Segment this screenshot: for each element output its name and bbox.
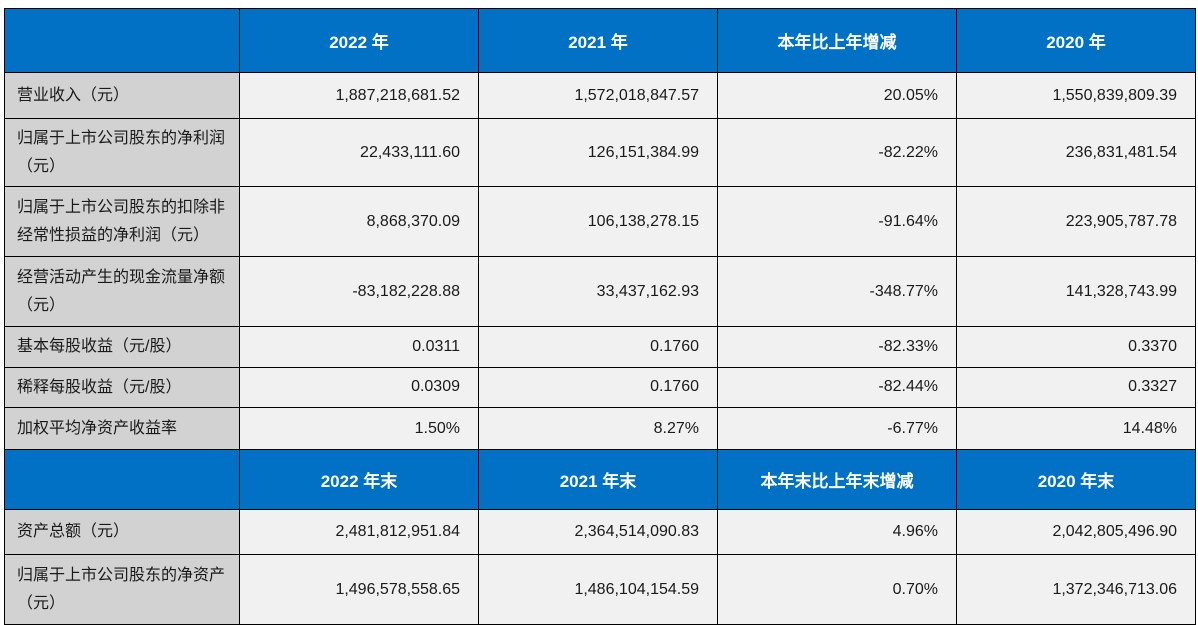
row-label: 稀释每股收益（元/股） — [4, 366, 240, 409]
cell-value: 126,151,384.99 — [478, 117, 718, 188]
column-header-2021: 2021 年 — [478, 8, 718, 73]
row-label: 资产总额（元） — [4, 509, 240, 556]
cell-value: 1.50% — [239, 407, 479, 451]
cell-value: 0.0309 — [239, 366, 479, 409]
column-header-2021-yearend: 2021 年末 — [478, 449, 718, 511]
row-label: 加权平均净资产收益率 — [4, 407, 240, 451]
cell-value: 2,364,514,090.83 — [478, 509, 718, 556]
row-label: 经营活动产生的现金流量净额（元） — [4, 256, 240, 328]
cell-value: 0.3327 — [956, 366, 1196, 409]
cell-value: 20.05% — [717, 72, 957, 119]
cell-value: 0.1760 — [478, 326, 718, 368]
key-financials-table: 2022 年 2021 年 本年比上年增减 2020 年 营业收入（元） 1,8… — [4, 8, 1196, 625]
cell-value: -82.33% — [717, 326, 957, 368]
cell-value: 1,486,104,154.59 — [478, 554, 718, 625]
cell-value: 2,042,805,496.90 — [956, 509, 1196, 556]
corner-header-cell — [4, 449, 240, 511]
table-row-weighted-avg-roe: 加权平均净资产收益率 1.50% 8.27% -6.77% 14.48% — [4, 407, 1196, 451]
cell-value: -348.77% — [717, 256, 957, 328]
cell-value: 1,550,839,809.39 — [956, 72, 1196, 119]
yearend-header-row: 2022 年末 2021 年末 本年末比上年末增减 2020 年末 — [4, 449, 1196, 511]
cell-value: 22,433,111.60 — [239, 117, 479, 188]
cell-value: 8,868,370.09 — [239, 186, 479, 258]
cell-value: 141,328,743.99 — [956, 256, 1196, 328]
corner-header-cell — [4, 8, 240, 73]
column-header-2020-yearend: 2020 年末 — [956, 449, 1196, 511]
cell-value: 4.96% — [717, 509, 957, 556]
cell-value: 223,905,787.78 — [956, 186, 1196, 258]
table-row-net-profit-excl-nonrecurring: 归属于上市公司股东的扣除非经常性损益的净利润（元） 8,868,370.09 1… — [4, 186, 1196, 258]
cell-value: 2,481,812,951.84 — [239, 509, 479, 556]
annual-header-row: 2022 年 2021 年 本年比上年增减 2020 年 — [4, 8, 1196, 73]
row-label: 基本每股收益（元/股） — [4, 326, 240, 368]
cell-value: 1,496,578,558.65 — [239, 554, 479, 625]
cell-value: -82.44% — [717, 366, 957, 409]
table-row-diluted-eps: 稀释每股收益（元/股） 0.0309 0.1760 -82.44% 0.3327 — [4, 366, 1196, 409]
cell-value: -6.77% — [717, 407, 957, 451]
cell-value: 0.1760 — [478, 366, 718, 409]
column-header-yearend-change: 本年末比上年末增减 — [717, 449, 957, 511]
column-header-2022: 2022 年 — [239, 8, 479, 73]
cell-value: 14.48% — [956, 407, 1196, 451]
table-row-basic-eps: 基本每股收益（元/股） 0.0311 0.1760 -82.33% 0.3370 — [4, 326, 1196, 368]
cell-value: 0.0311 — [239, 326, 479, 368]
cell-value: 33,437,162.93 — [478, 256, 718, 328]
cell-value: 8.27% — [478, 407, 718, 451]
row-label: 归属于上市公司股东的净利润（元） — [4, 117, 240, 188]
column-header-2020: 2020 年 — [956, 8, 1196, 73]
column-header-2022-yearend: 2022 年末 — [239, 449, 479, 511]
cell-value: 0.3370 — [956, 326, 1196, 368]
cell-value: 106,138,278.15 — [478, 186, 718, 258]
row-label: 归属于上市公司股东的净资产（元） — [4, 554, 240, 625]
table-row-net-assets: 归属于上市公司股东的净资产（元） 1,496,578,558.65 1,486,… — [4, 554, 1196, 625]
cell-value: 236,831,481.54 — [956, 117, 1196, 188]
table-row-total-assets: 资产总额（元） 2,481,812,951.84 2,364,514,090.8… — [4, 509, 1196, 556]
cell-value: 1,372,346,713.06 — [956, 554, 1196, 625]
cell-value: -83,182,228.88 — [239, 256, 479, 328]
row-label: 归属于上市公司股东的扣除非经常性损益的净利润（元） — [4, 186, 240, 258]
cell-value: 1,572,018,847.57 — [478, 72, 718, 119]
table-row-operating-cash-flow: 经营活动产生的现金流量净额（元） -83,182,228.88 33,437,1… — [4, 256, 1196, 328]
cell-value: -91.64% — [717, 186, 957, 258]
row-label: 营业收入（元） — [4, 72, 240, 119]
table-row-net-profit: 归属于上市公司股东的净利润（元） 22,433,111.60 126,151,3… — [4, 117, 1196, 188]
cell-value: 1,887,218,681.52 — [239, 72, 479, 119]
table-row-revenue: 营业收入（元） 1,887,218,681.52 1,572,018,847.5… — [4, 72, 1196, 119]
column-header-yoy-change: 本年比上年增减 — [717, 8, 957, 73]
cell-value: 0.70% — [717, 554, 957, 625]
cell-value: -82.22% — [717, 117, 957, 188]
